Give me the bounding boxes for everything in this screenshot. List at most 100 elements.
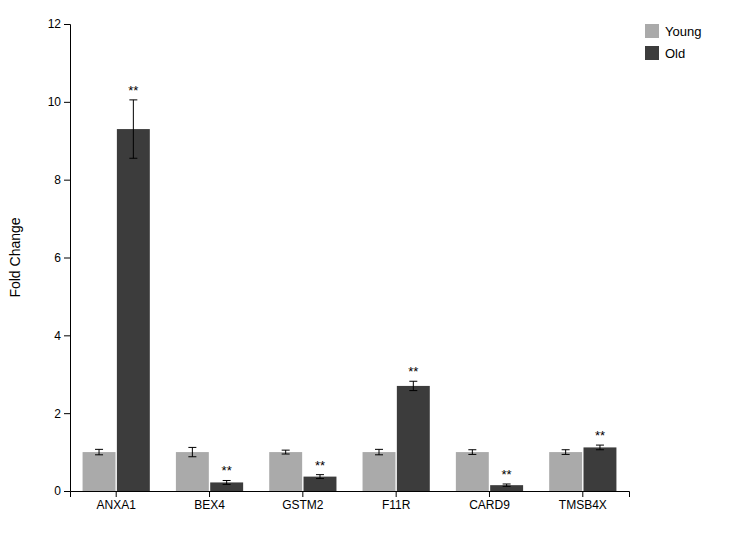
annotation: ** <box>595 428 605 443</box>
x-tick: BEX4 <box>194 491 225 512</box>
y-axis: 0 2 4 6 8 10 12 <box>48 17 71 498</box>
error-line <box>565 450 566 455</box>
annotation: ** <box>315 458 325 473</box>
tick-label: 4 <box>54 329 61 343</box>
error-cap <box>468 454 476 455</box>
error-cap <box>562 449 570 450</box>
error-bar <box>375 449 383 454</box>
error-bar <box>596 445 604 450</box>
annotations: ************ <box>128 83 605 482</box>
tick-mark <box>64 24 70 25</box>
y-tick: 0 <box>54 484 70 498</box>
tick-mark <box>396 491 397 497</box>
error-cap <box>375 454 383 455</box>
error-line <box>226 480 227 484</box>
bar <box>490 485 523 491</box>
error-cap <box>409 390 417 391</box>
tick-mark <box>116 491 117 497</box>
tick-mark <box>64 491 70 492</box>
y-tick: 4 <box>54 329 70 343</box>
series <box>83 447 583 491</box>
tick-label: CARD9 <box>469 498 510 512</box>
error-cap <box>188 456 196 457</box>
annotation: ** <box>408 364 418 379</box>
x-tick: F11R <box>382 491 411 512</box>
x-tick: ANXA1 <box>97 491 137 512</box>
error-bar <box>129 100 137 158</box>
legend-label: Old <box>665 46 685 61</box>
error-cap <box>129 158 137 159</box>
error-line <box>192 447 193 456</box>
tick-label: 10 <box>48 95 62 109</box>
error-cap <box>223 484 231 485</box>
error-bar <box>223 480 231 484</box>
y-tick: 12 <box>48 17 70 31</box>
error-cap <box>223 480 231 481</box>
error-cap <box>503 486 511 487</box>
legend-label: Young <box>665 24 701 39</box>
error-cap <box>562 454 570 455</box>
bar <box>397 386 430 491</box>
tick-mark <box>302 491 303 497</box>
error-cap <box>95 449 103 450</box>
tick-label: ANXA1 <box>97 498 137 512</box>
error-bar <box>282 450 290 454</box>
bar <box>583 447 616 491</box>
chart-svg: 0 2 4 6 8 10 12 ANXA1 BEX4 GSTM2 F11R CARD9 TMSB4X **… <box>0 0 739 536</box>
error-cap <box>188 447 196 448</box>
error-line <box>379 449 380 454</box>
bar <box>83 452 116 491</box>
x-tick: CARD9 <box>469 491 510 512</box>
error-cap <box>129 99 137 100</box>
tick-label: GSTM2 <box>282 498 324 512</box>
x-tick: GSTM2 <box>282 491 324 512</box>
tick-mark <box>64 180 70 181</box>
tick-label: TMSB4X <box>559 498 607 512</box>
error-cap <box>316 478 324 479</box>
tick-label: 2 <box>54 407 61 421</box>
error-line <box>99 449 100 454</box>
error-line <box>319 475 320 479</box>
axis-line <box>64 25 71 492</box>
error-line <box>599 445 600 450</box>
bar <box>363 452 396 491</box>
bar <box>269 452 302 491</box>
error-bar <box>316 475 324 479</box>
tick-label: 0 <box>54 484 61 498</box>
error-bar <box>562 450 570 455</box>
bar <box>304 477 337 491</box>
plot: 0 2 4 6 8 10 12 ANXA1 BEX4 GSTM2 F11R CARD9 TMSB4X **… <box>48 17 630 511</box>
tick-label: 8 <box>54 173 61 187</box>
error-line <box>413 381 414 390</box>
tick-mark <box>64 335 70 336</box>
error-bar <box>95 449 103 454</box>
chart-container: 0 2 4 6 8 10 12 ANXA1 BEX4 GSTM2 F11R CARD9 TMSB4X **… <box>0 0 739 536</box>
error-cap <box>316 474 324 475</box>
legend-swatch <box>645 24 659 38</box>
tick-mark <box>582 491 583 497</box>
error-cap <box>409 381 417 382</box>
tick-label: F11R <box>382 498 411 512</box>
tick-mark <box>64 258 70 259</box>
error-line <box>285 450 286 454</box>
legend-swatch <box>645 46 659 60</box>
marks <box>83 100 617 491</box>
error-cap <box>282 454 290 455</box>
error-cap <box>468 449 476 450</box>
tick-label: 12 <box>48 17 62 31</box>
error-bar <box>188 447 196 456</box>
error-cap <box>282 450 290 451</box>
bar <box>549 452 582 491</box>
tick-mark <box>64 102 70 103</box>
legend: Young Old <box>645 24 701 61</box>
error-bar <box>503 484 511 486</box>
legend-item: Old <box>645 46 685 61</box>
annotation: ** <box>502 467 512 482</box>
error-bar <box>409 381 417 390</box>
tick-label: 6 <box>54 251 61 265</box>
series <box>117 100 617 491</box>
bar <box>117 129 150 491</box>
y-axis-title: Fold Change <box>7 217 23 297</box>
error-cap <box>503 483 511 484</box>
x-tick: TMSB4X <box>559 491 607 512</box>
